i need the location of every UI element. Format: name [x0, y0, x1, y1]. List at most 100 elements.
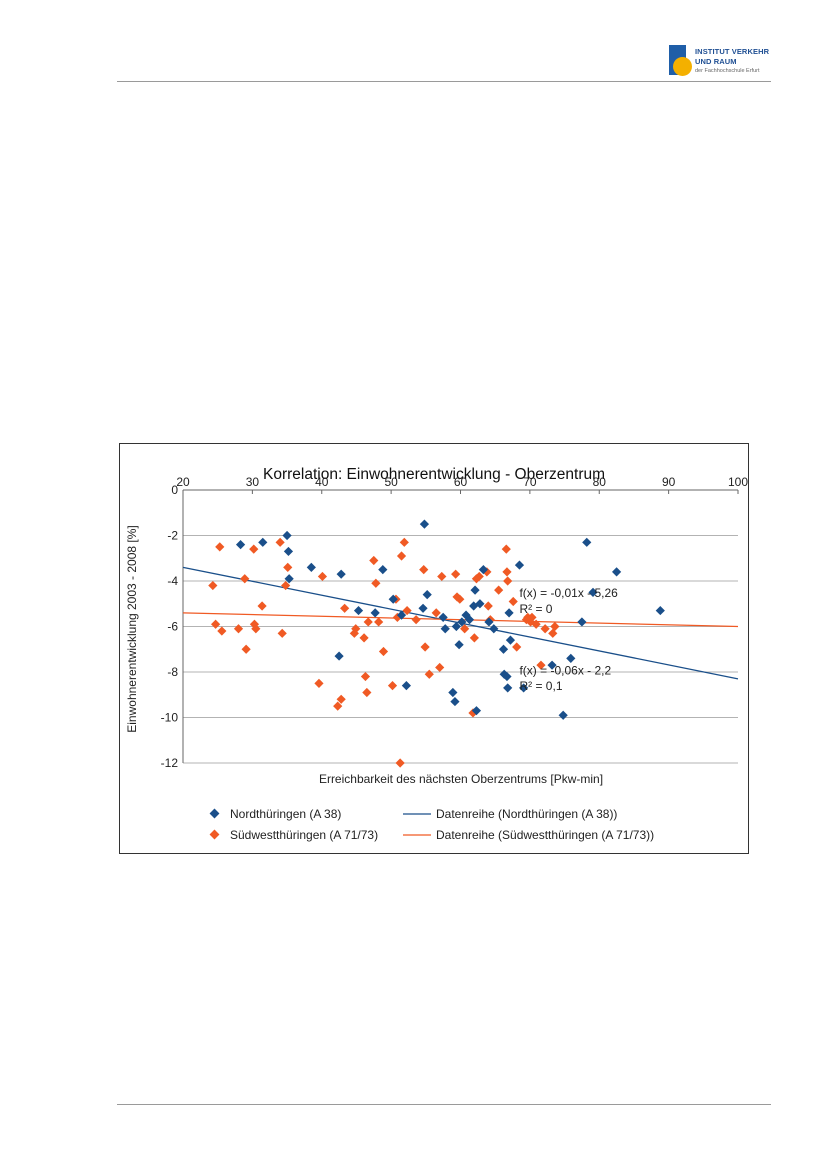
data-point-suedwestthueringen	[502, 567, 512, 577]
data-point-suedwestthueringen	[340, 603, 350, 613]
y-axis-label: Einwohnerentwicklung 2003 - 2008 [%]	[125, 525, 139, 732]
data-point-suedwestthueringen	[503, 576, 513, 586]
data-point-nordthueringen	[503, 683, 513, 693]
data-point-suedwestthueringen	[452, 592, 462, 602]
data-point-suedwestthueringen	[215, 542, 225, 552]
logo-text-line2: UND RAUM	[695, 57, 737, 66]
data-point-nordthueringen	[475, 599, 485, 609]
data-point-suedwestthueringen	[399, 537, 409, 547]
data-point-suedwestthueringen	[435, 662, 445, 673]
data-point-suedwestthueringen	[387, 681, 398, 691]
x-axis-label: Erreichbarkeit des nächsten Oberzentrums…	[319, 772, 603, 786]
data-point-suedwestthueringen	[540, 624, 550, 634]
logo-sun-icon	[673, 57, 692, 76]
x-tick-label: 90	[662, 475, 676, 489]
x-tick-label: 80	[593, 475, 607, 489]
data-point-nordthueringen	[422, 590, 432, 600]
x-tick-label: 100	[728, 475, 748, 489]
data-point-suedwestthueringen	[362, 687, 372, 698]
legend-label-trend-nordthueringen: Datenreihe (Nordthüringen (A 38))	[436, 807, 617, 821]
data-point-nordthueringen	[450, 696, 460, 707]
x-tick-label: 20	[176, 475, 190, 489]
data-point-nordthueringen	[582, 537, 592, 547]
x-tick-label: 40	[315, 475, 329, 489]
x-tick-labels: 20 30 40 50 60 70 80 90 100	[176, 475, 748, 489]
data-point-nordthueringen	[235, 540, 246, 550]
data-point-suedwestthueringen	[431, 608, 441, 618]
legend-label-nordthueringen: Nordthüringen (A 38)	[230, 807, 341, 821]
data-point-suedwestthueringen	[468, 708, 478, 718]
legend-marker-suedwestthueringen-icon	[209, 829, 220, 840]
data-point-suedwestthueringen	[333, 701, 343, 711]
data-point-suedwestthueringen	[371, 578, 381, 588]
y-tick-label: -10	[161, 711, 179, 725]
data-point-suedwestthueringen	[550, 621, 560, 632]
data-point-suedwestthueringen	[419, 565, 429, 575]
chart-frame: Korrelation: Einwohnerentwicklung - Ober…	[119, 443, 749, 854]
data-point-suedwestthueringen	[548, 628, 558, 638]
trendline-annotation: f(x) = -0,01x - 5,26	[519, 586, 618, 600]
data-point-suedwestthueringen	[451, 569, 461, 579]
data-point-nordthueringen	[378, 565, 388, 575]
data-point-nordthueringen	[419, 519, 430, 529]
data-point-nordthueringen	[283, 546, 294, 557]
data-point-suedwestthueringen	[420, 642, 430, 652]
footer-divider	[117, 1104, 771, 1105]
data-point-suedwestthueringen	[249, 544, 259, 554]
data-point-suedwestthueringen	[283, 562, 293, 572]
data-point-suedwestthueringen	[424, 669, 434, 679]
data-point-suedwestthueringen	[240, 574, 250, 584]
data-point-suedwestthueringen	[314, 678, 324, 688]
data-point-nordthueringen	[469, 601, 479, 611]
trendline-annotation: R² = 0	[519, 602, 552, 616]
x-tick-label: 60	[454, 475, 468, 489]
data-point-suedwestthueringen	[277, 628, 287, 638]
data-point-nordthueringen	[577, 617, 587, 627]
y-tick-label: -4	[167, 574, 178, 588]
data-point-suedwestthueringen	[359, 633, 369, 643]
data-point-nordthueringen	[470, 585, 480, 595]
y-tick-label: -8	[167, 665, 178, 679]
data-point-suedwestthueringen	[501, 544, 511, 554]
data-point-nordthueringen	[396, 610, 407, 620]
data-point-suedwestthueringen	[392, 612, 402, 622]
data-point-suedwestthueringen	[217, 626, 227, 636]
data-point-suedwestthueringen	[241, 644, 251, 654]
logo-text-line3: der Fachhochschule Erfurt	[695, 68, 760, 74]
data-point-nordthueringen	[370, 608, 380, 618]
data-point-suedwestthueringen	[360, 671, 371, 682]
data-point-nordthueringen	[566, 653, 576, 663]
y-tick-label: -2	[167, 529, 178, 543]
legend-label-suedwestthueringen: Südwestthüringen (A 71/73)	[230, 828, 378, 842]
data-point-suedwestthueringen	[531, 619, 541, 629]
data-point-nordthueringen	[611, 567, 622, 577]
data-point-nordthueringen	[471, 706, 482, 716]
data-point-suedwestthueringen	[369, 555, 379, 566]
y-tick-labels: 0 -2 -4 -6 -8 -10 -12	[161, 483, 179, 770]
data-point-nordthueringen	[451, 621, 461, 632]
data-point-suedwestthueringen	[512, 642, 522, 652]
data-point-suedwestthueringen	[508, 596, 518, 607]
y-tick-label: -6	[167, 620, 178, 634]
data-point-suedwestthueringen	[233, 624, 244, 634]
data-point-nordthueringen	[588, 587, 598, 597]
legend-label-trend-suedwestthueringen: Datenreihe (Südwestthüringen (A 71/73))	[436, 828, 654, 842]
data-point-suedwestthueringen	[396, 551, 407, 561]
data-point-suedwestthueringen	[483, 601, 493, 611]
data-point-nordthueringen	[547, 660, 557, 670]
data-point-nordthueringen	[655, 605, 665, 616]
institute-logo: INSTITUT VERKEHR UND RAUM der Fachhochsc…	[669, 45, 779, 81]
data-point-suedwestthueringen	[317, 571, 328, 582]
data-point-nordthueringen	[505, 635, 516, 645]
data-point-nordthueringen	[448, 687, 458, 698]
data-point-nordthueringen	[282, 530, 292, 541]
data-point-nordthueringen	[306, 562, 316, 572]
grid-lines	[182, 489, 739, 764]
legend-marker-nordthueringen-icon	[209, 808, 220, 819]
data-point-suedwestthueringen	[469, 633, 479, 643]
legend: Nordthüringen (A 38) Datenreihe (Nordthü…	[209, 807, 654, 842]
trendline-annotation: R² = 0,1	[519, 679, 562, 693]
header-divider	[117, 81, 771, 82]
data-point-nordthueringen	[440, 624, 450, 634]
data-point-nordthueringen	[514, 560, 525, 570]
